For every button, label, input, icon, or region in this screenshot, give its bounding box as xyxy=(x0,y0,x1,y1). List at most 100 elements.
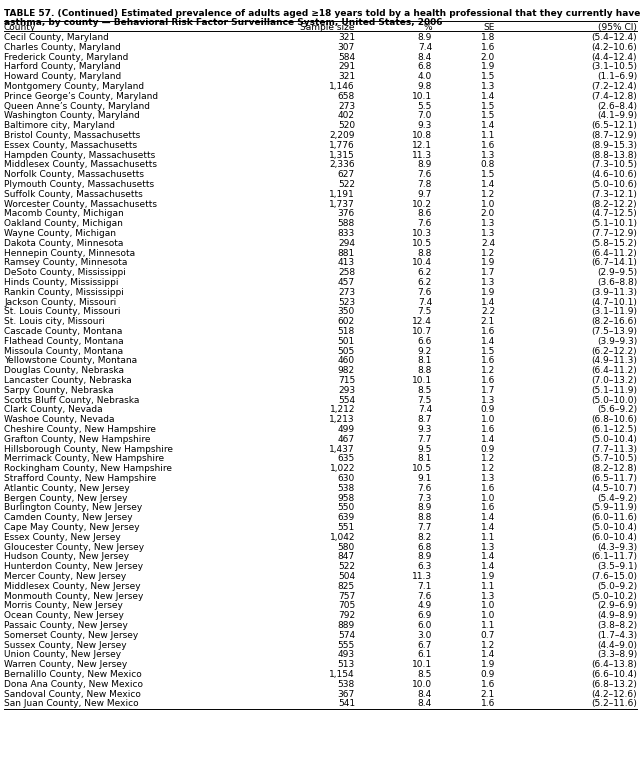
Text: 541: 541 xyxy=(338,699,355,708)
Text: 1.0: 1.0 xyxy=(481,601,495,610)
Text: (6.1–11.7): (6.1–11.7) xyxy=(591,552,637,562)
Text: 1.3: 1.3 xyxy=(481,151,495,160)
Text: 3.0: 3.0 xyxy=(418,631,432,640)
Text: Lancaster County, Nebraska: Lancaster County, Nebraska xyxy=(4,376,132,385)
Text: 6.7: 6.7 xyxy=(418,641,432,650)
Text: 1.4: 1.4 xyxy=(481,298,495,307)
Text: Atlantic County, New Jersey: Atlantic County, New Jersey xyxy=(4,484,129,493)
Text: 273: 273 xyxy=(338,288,355,297)
Text: 881: 881 xyxy=(338,249,355,258)
Text: 6.9: 6.9 xyxy=(418,611,432,620)
Text: (6.8–13.2): (6.8–13.2) xyxy=(591,680,637,689)
Text: 550: 550 xyxy=(338,503,355,512)
Text: 1.6: 1.6 xyxy=(481,680,495,689)
Text: Mercer County, New Jersey: Mercer County, New Jersey xyxy=(4,572,126,581)
Text: 1.4: 1.4 xyxy=(481,121,495,130)
Text: Hillsborough County, New Hampshire: Hillsborough County, New Hampshire xyxy=(4,444,173,454)
Text: 307: 307 xyxy=(338,43,355,52)
Text: Essex County, Massachusetts: Essex County, Massachusetts xyxy=(4,141,137,150)
Text: (5.0–10.0): (5.0–10.0) xyxy=(591,396,637,405)
Text: TABLE 57. (Continued) Estimated prevalence of adults aged ≥18 years told by a he: TABLE 57. (Continued) Estimated prevalen… xyxy=(4,9,640,18)
Text: Baltimore city, Maryland: Baltimore city, Maryland xyxy=(4,121,115,130)
Text: 1.0: 1.0 xyxy=(481,611,495,620)
Text: 1.1: 1.1 xyxy=(481,533,495,542)
Text: (6.5–12.1): (6.5–12.1) xyxy=(591,121,637,130)
Text: (3.8–8.2): (3.8–8.2) xyxy=(597,621,637,630)
Text: 1.4: 1.4 xyxy=(481,337,495,345)
Text: Dakota County, Minnesota: Dakota County, Minnesota xyxy=(4,239,123,248)
Text: (6.4–11.2): (6.4–11.2) xyxy=(591,366,637,375)
Text: 8.5: 8.5 xyxy=(418,670,432,679)
Text: 7.4: 7.4 xyxy=(418,406,432,415)
Text: 574: 574 xyxy=(338,631,355,640)
Text: (3.6–8.8): (3.6–8.8) xyxy=(597,278,637,287)
Text: 1.6: 1.6 xyxy=(481,425,495,434)
Text: 10.4: 10.4 xyxy=(412,259,432,267)
Text: 12.1: 12.1 xyxy=(412,141,432,150)
Text: 6.8: 6.8 xyxy=(418,62,432,72)
Text: (1.1–6.9): (1.1–6.9) xyxy=(597,72,637,81)
Text: 1,042: 1,042 xyxy=(329,533,355,542)
Text: 1.1: 1.1 xyxy=(481,621,495,630)
Text: (6.6–10.4): (6.6–10.4) xyxy=(591,670,637,679)
Text: 5.5: 5.5 xyxy=(418,102,432,110)
Text: 467: 467 xyxy=(338,435,355,444)
Text: 10.1: 10.1 xyxy=(412,376,432,385)
Text: (2.9–9.5): (2.9–9.5) xyxy=(597,268,637,277)
Text: 2,336: 2,336 xyxy=(329,161,355,170)
Text: Warren County, New Jersey: Warren County, New Jersey xyxy=(4,661,128,669)
Text: Suffolk County, Massachusetts: Suffolk County, Massachusetts xyxy=(4,189,143,199)
Text: 1,315: 1,315 xyxy=(329,151,355,160)
Text: (4.6–10.6): (4.6–10.6) xyxy=(591,170,637,179)
Text: 8.4: 8.4 xyxy=(418,689,432,699)
Text: (8.2–12.2): (8.2–12.2) xyxy=(592,199,637,209)
Text: 1.9: 1.9 xyxy=(481,62,495,72)
Text: 1,213: 1,213 xyxy=(329,416,355,424)
Text: (6.0–10.4): (6.0–10.4) xyxy=(591,533,637,542)
Text: 8.7: 8.7 xyxy=(418,416,432,424)
Text: St. Louis city, Missouri: St. Louis city, Missouri xyxy=(4,317,105,326)
Text: 1.1: 1.1 xyxy=(481,582,495,591)
Text: 1.2: 1.2 xyxy=(481,366,495,375)
Text: 1.8: 1.8 xyxy=(481,33,495,42)
Text: Douglas County, Nebraska: Douglas County, Nebraska xyxy=(4,366,124,375)
Text: San Juan County, New Mexico: San Juan County, New Mexico xyxy=(4,699,138,708)
Text: 1.3: 1.3 xyxy=(481,396,495,405)
Text: Ocean County, New Jersey: Ocean County, New Jersey xyxy=(4,611,124,620)
Text: 376: 376 xyxy=(338,209,355,218)
Text: 1.4: 1.4 xyxy=(481,92,495,100)
Text: Burlington County, New Jersey: Burlington County, New Jersey xyxy=(4,503,142,512)
Text: Plymouth County, Massachusetts: Plymouth County, Massachusetts xyxy=(4,180,154,189)
Text: (8.2–16.6): (8.2–16.6) xyxy=(591,317,637,326)
Text: 1.0: 1.0 xyxy=(481,494,495,502)
Text: 321: 321 xyxy=(338,33,355,42)
Text: 1.3: 1.3 xyxy=(481,219,495,228)
Text: (4.9–11.3): (4.9–11.3) xyxy=(591,356,637,365)
Text: Morris County, New Jersey: Morris County, New Jersey xyxy=(4,601,123,610)
Text: (7.5–13.9): (7.5–13.9) xyxy=(591,327,637,336)
Text: 1.9: 1.9 xyxy=(481,259,495,267)
Text: 7.6: 7.6 xyxy=(418,484,432,493)
Text: (4.2–10.6): (4.2–10.6) xyxy=(591,43,637,52)
Text: 7.4: 7.4 xyxy=(418,43,432,52)
Text: 520: 520 xyxy=(338,121,355,130)
Text: 8.1: 8.1 xyxy=(418,454,432,463)
Text: 1.6: 1.6 xyxy=(481,484,495,493)
Text: 8.2: 8.2 xyxy=(418,533,432,542)
Text: 1.6: 1.6 xyxy=(481,43,495,52)
Text: 1,212: 1,212 xyxy=(329,406,355,415)
Text: %: % xyxy=(423,23,432,32)
Text: Cape May County, New Jersey: Cape May County, New Jersey xyxy=(4,523,140,532)
Text: Sarpy County, Nebraska: Sarpy County, Nebraska xyxy=(4,386,113,395)
Text: 7.3: 7.3 xyxy=(418,494,432,502)
Text: 294: 294 xyxy=(338,239,355,248)
Text: (5.1–11.9): (5.1–11.9) xyxy=(591,386,637,395)
Text: 847: 847 xyxy=(338,552,355,562)
Text: (5.8–15.2): (5.8–15.2) xyxy=(591,239,637,248)
Text: 1,154: 1,154 xyxy=(329,670,355,679)
Text: Charles County, Maryland: Charles County, Maryland xyxy=(4,43,121,52)
Text: 1.3: 1.3 xyxy=(481,543,495,552)
Text: Union County, New Jersey: Union County, New Jersey xyxy=(4,651,121,659)
Text: 825: 825 xyxy=(338,582,355,591)
Text: (95% CI): (95% CI) xyxy=(598,23,637,32)
